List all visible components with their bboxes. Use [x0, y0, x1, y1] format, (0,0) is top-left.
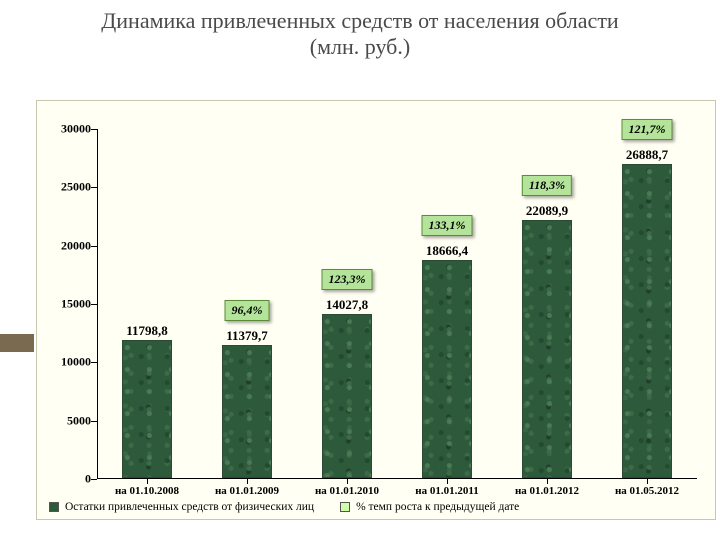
growth-label: 96,4% — [225, 300, 270, 321]
y-tick — [91, 304, 97, 305]
plot-area: 05000100001500020000250003000011798,8на … — [97, 129, 697, 479]
x-tick-label: на 01.01.2010 — [297, 485, 397, 497]
bar — [322, 314, 372, 478]
y-tick-label: 30000 — [47, 122, 91, 137]
y-tick — [91, 421, 97, 422]
bar-value-label: 26888,7 — [597, 147, 697, 163]
bar-value-label: 18666,4 — [397, 243, 497, 259]
y-axis — [97, 129, 98, 479]
y-tick — [91, 362, 97, 363]
growth-label: 121,7% — [622, 119, 673, 140]
y-tick — [91, 479, 97, 480]
x-tick-label: на 01.01.2012 — [497, 485, 597, 497]
legend-item-bars: Остатки привлеченных средств от физическ… — [49, 501, 314, 513]
slide-accent-bar — [0, 334, 34, 352]
x-tick-label: на 01.01.2009 — [197, 485, 297, 497]
growth-label: 123,3% — [322, 269, 373, 290]
legend: Остатки привлеченных средств от физическ… — [49, 501, 703, 513]
bar — [522, 220, 572, 478]
growth-label: 118,3% — [522, 175, 572, 196]
x-tick — [247, 479, 248, 484]
x-tick — [647, 479, 648, 484]
y-tick-label: 25000 — [47, 180, 91, 195]
bar-value-label: 14027,8 — [297, 297, 397, 313]
x-tick — [347, 479, 348, 484]
x-tick-label: на 01.10.2008 — [97, 485, 197, 497]
x-tick-label: на 01.05.2012 — [597, 485, 697, 497]
legend-label-growth: % темп роста к предыдущей дате — [356, 501, 519, 513]
y-tick-label: 5000 — [47, 413, 91, 428]
bar — [122, 340, 172, 478]
bar-value-label: 22089,9 — [497, 203, 597, 219]
y-tick-label: 10000 — [47, 355, 91, 370]
y-tick-label: 20000 — [47, 238, 91, 253]
x-tick — [547, 479, 548, 484]
title-line1: Динамика привлеченных средств от населен… — [40, 8, 680, 34]
x-axis — [97, 478, 697, 479]
y-tick — [91, 246, 97, 247]
title-line2: (млн. руб.) — [40, 34, 680, 60]
chart-container: 0 5000 10000 15000 20000 25000 30000 11798,8 на … — [36, 100, 716, 520]
y-tick — [91, 129, 97, 130]
growth-label: 133,1% — [422, 215, 473, 236]
y-tick-label: 0 — [47, 472, 91, 487]
x-tick — [147, 479, 148, 484]
x-tick-label: на 01.01.2011 — [397, 485, 497, 497]
chart-title: Динамика привлеченных средств от населен… — [0, 0, 720, 63]
legend-swatch-bars — [49, 502, 59, 512]
bar — [222, 345, 272, 478]
bar-value-label: 11798,8 — [97, 323, 197, 339]
x-tick — [447, 479, 448, 484]
legend-item-growth: % темп роста к предыдущей дате — [340, 501, 519, 513]
legend-swatch-growth — [340, 502, 350, 512]
legend-label-bars: Остатки привлеченных средств от физическ… — [65, 501, 314, 513]
y-tick — [91, 187, 97, 188]
y-tick-label: 15000 — [47, 297, 91, 312]
bar — [422, 260, 472, 478]
bar-value-label: 11379,7 — [197, 328, 297, 344]
bar — [622, 164, 672, 478]
